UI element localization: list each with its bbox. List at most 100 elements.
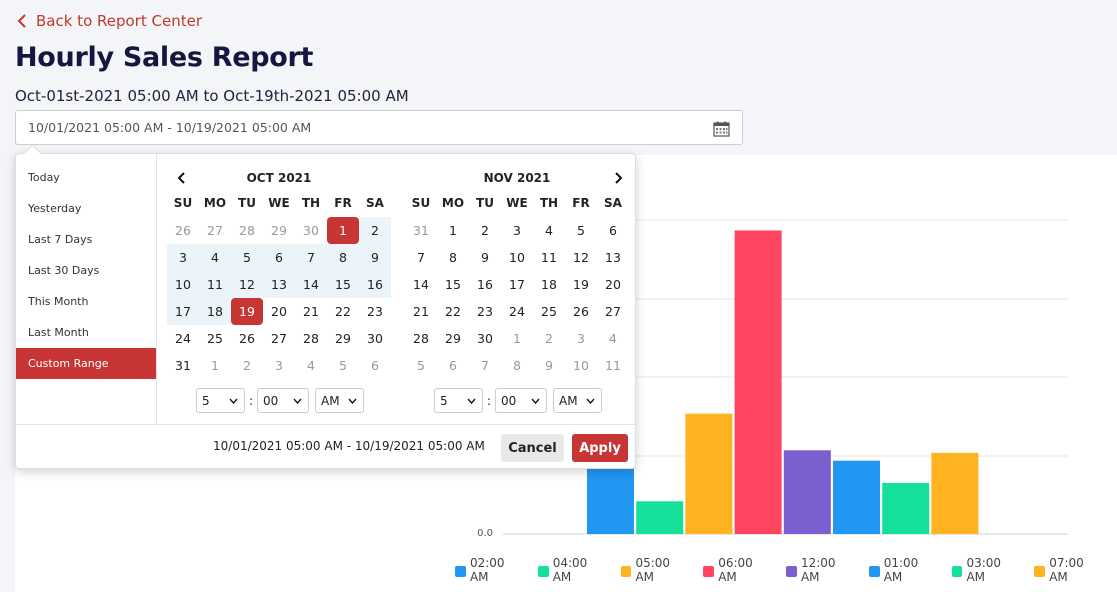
calendar-day[interactable]: 5: [417, 358, 425, 373]
minute-select[interactable]: 00: [495, 388, 547, 413]
calendar-day[interactable]: 20: [271, 304, 287, 319]
calendar-day[interactable]: 31: [413, 223, 429, 238]
calendar-day[interactable]: 12: [231, 271, 263, 298]
calendar-day[interactable]: 4: [199, 244, 231, 271]
calendar-day[interactable]: 27: [605, 304, 621, 319]
calendar-day[interactable]: 23: [367, 304, 383, 319]
calendar-day[interactable]: 3: [167, 244, 199, 271]
calendar-day[interactable]: 27: [207, 223, 223, 238]
bar-07-00-am[interactable]: [931, 452, 979, 534]
bar-12-00-am[interactable]: [783, 450, 831, 534]
range-option[interactable]: Custom Range: [16, 348, 156, 379]
calendar-day[interactable]: 29: [445, 331, 461, 346]
calendar-day[interactable]: 21: [303, 304, 319, 319]
legend-item[interactable]: 05:00 AM: [620, 556, 693, 584]
calendar-day[interactable]: 26: [175, 223, 191, 238]
calendar-day[interactable]: 15: [445, 277, 461, 292]
range-option[interactable]: Last 30 Days: [28, 264, 100, 277]
calendar-day[interactable]: 20: [605, 277, 621, 292]
legend-item[interactable]: 04:00 AM: [537, 556, 610, 584]
range-option[interactable]: Today: [28, 171, 60, 184]
calendar-day[interactable]: 10: [573, 358, 589, 373]
calendar-day[interactable]: 5: [339, 358, 347, 373]
minute-select[interactable]: 00: [257, 388, 309, 413]
calendar-day[interactable]: 22: [335, 304, 351, 319]
calendar-day[interactable]: 13: [605, 250, 621, 265]
chevron-left-icon[interactable]: [175, 171, 189, 185]
calendar-day[interactable]: 7: [417, 250, 425, 265]
date-range-input[interactable]: [15, 110, 743, 145]
calendar-day[interactable]: 2: [359, 217, 391, 244]
calendar-day[interactable]: 1: [449, 223, 457, 238]
calendar-day[interactable]: 16: [359, 271, 391, 298]
legend-item[interactable]: 01:00 AM: [868, 556, 941, 584]
calendar-day[interactable]: 22: [445, 304, 461, 319]
calendar-day[interactable]: 28: [413, 331, 429, 346]
cancel-button[interactable]: Cancel: [501, 434, 564, 462]
legend-item[interactable]: 07:00 AM: [1034, 556, 1106, 584]
apply-button[interactable]: Apply: [572, 434, 628, 462]
calendar-day[interactable]: 5: [231, 244, 263, 271]
bar-06-00-am[interactable]: [734, 230, 782, 534]
bar-03-00-am[interactable]: [882, 482, 930, 534]
chevron-right-icon[interactable]: [611, 171, 625, 185]
calendar-day[interactable]: 17: [167, 298, 199, 325]
legend-item[interactable]: 06:00 AM: [703, 556, 775, 584]
calendar-day[interactable]: 24: [175, 331, 191, 346]
calendar-day[interactable]: 30: [303, 223, 319, 238]
range-option[interactable]: Last 7 Days: [28, 233, 93, 246]
calendar-day[interactable]: 11: [199, 271, 231, 298]
calendar-day[interactable]: 8: [449, 250, 457, 265]
calendar-day[interactable]: 13: [263, 271, 295, 298]
calendar-day[interactable]: 4: [545, 223, 553, 238]
calendar-day[interactable]: 24: [509, 304, 525, 319]
calendar-day[interactable]: 25: [541, 304, 557, 319]
calendar-day[interactable]: 29: [335, 331, 351, 346]
calendar-day[interactable]: 27: [271, 331, 287, 346]
calendar-day[interactable]: 9: [481, 250, 489, 265]
calendar-day[interactable]: 6: [449, 358, 457, 373]
calendar-day[interactable]: 8: [327, 244, 359, 271]
bar-05-00-am[interactable]: [685, 413, 733, 534]
range-option[interactable]: This Month: [28, 295, 89, 308]
calendar-day[interactable]: 10: [509, 250, 525, 265]
legend-item[interactable]: 12:00 AM: [786, 556, 858, 584]
calendar-day[interactable]: 7: [295, 244, 327, 271]
calendar-day[interactable]: 2: [545, 331, 553, 346]
calendar-day[interactable]: 11: [541, 250, 557, 265]
calendar-day[interactable]: 14: [413, 277, 429, 292]
calendar-day[interactable]: 28: [303, 331, 319, 346]
calendar-day[interactable]: 16: [477, 277, 493, 292]
calendar-day[interactable]: 6: [371, 358, 379, 373]
bar-01-00-am[interactable]: [833, 460, 880, 534]
calendar-day[interactable]: 25: [207, 331, 223, 346]
legend-item[interactable]: 02:00 AM: [455, 556, 527, 584]
calendar-day[interactable]: 14: [295, 271, 327, 298]
hour-select[interactable]: 5: [196, 388, 245, 413]
calendar-day[interactable]: 2: [481, 223, 489, 238]
calendar-day[interactable]: 1: [211, 358, 219, 373]
calendar-day[interactable]: 18: [541, 277, 557, 292]
calendar-day[interactable]: 11: [605, 358, 621, 373]
calendar-day[interactable]: 1: [327, 217, 359, 244]
calendar-day[interactable]: 21: [413, 304, 429, 319]
ampm-select[interactable]: AM: [315, 388, 364, 413]
calendar-day[interactable]: 4: [307, 358, 315, 373]
bar-04-00-am[interactable]: [636, 501, 684, 534]
calendar-day[interactable]: 26: [573, 304, 589, 319]
calendar-day[interactable]: 6: [609, 223, 617, 238]
calendar-day[interactable]: 19: [573, 277, 589, 292]
calendar-day[interactable]: 9: [545, 358, 553, 373]
calendar-icon[interactable]: [713, 121, 730, 137]
legend-item[interactable]: 03:00 AM: [951, 556, 1024, 584]
hour-select[interactable]: 5: [434, 388, 483, 413]
calendar-day[interactable]: 28: [239, 223, 255, 238]
calendar-day[interactable]: 23: [477, 304, 493, 319]
back-to-report-center-link[interactable]: Back to Report Center: [15, 12, 202, 30]
calendar-day[interactable]: 15: [327, 271, 359, 298]
calendar-day[interactable]: 26: [239, 331, 255, 346]
calendar-day[interactable]: 17: [509, 277, 525, 292]
calendar-day[interactable]: 1: [513, 331, 521, 346]
range-option[interactable]: Last Month: [28, 326, 89, 339]
calendar-day[interactable]: 6: [263, 244, 295, 271]
